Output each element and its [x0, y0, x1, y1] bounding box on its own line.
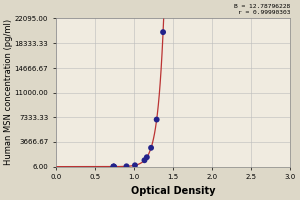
Point	[149, 146, 154, 149]
Point	[112, 165, 116, 168]
Y-axis label: Human MSN concentration (pg/ml): Human MSN concentration (pg/ml)	[4, 19, 13, 165]
Point	[144, 156, 149, 159]
Point	[154, 118, 159, 121]
Point	[111, 165, 116, 168]
X-axis label: Optical Density: Optical Density	[131, 186, 215, 196]
Text: B = 12.78796228
r = 0.99990303: B = 12.78796228 r = 0.99990303	[234, 4, 290, 15]
Point	[142, 159, 147, 162]
Point	[111, 165, 116, 168]
Point	[124, 165, 129, 168]
Point	[111, 165, 116, 168]
Point	[161, 31, 166, 34]
Point	[133, 164, 137, 167]
